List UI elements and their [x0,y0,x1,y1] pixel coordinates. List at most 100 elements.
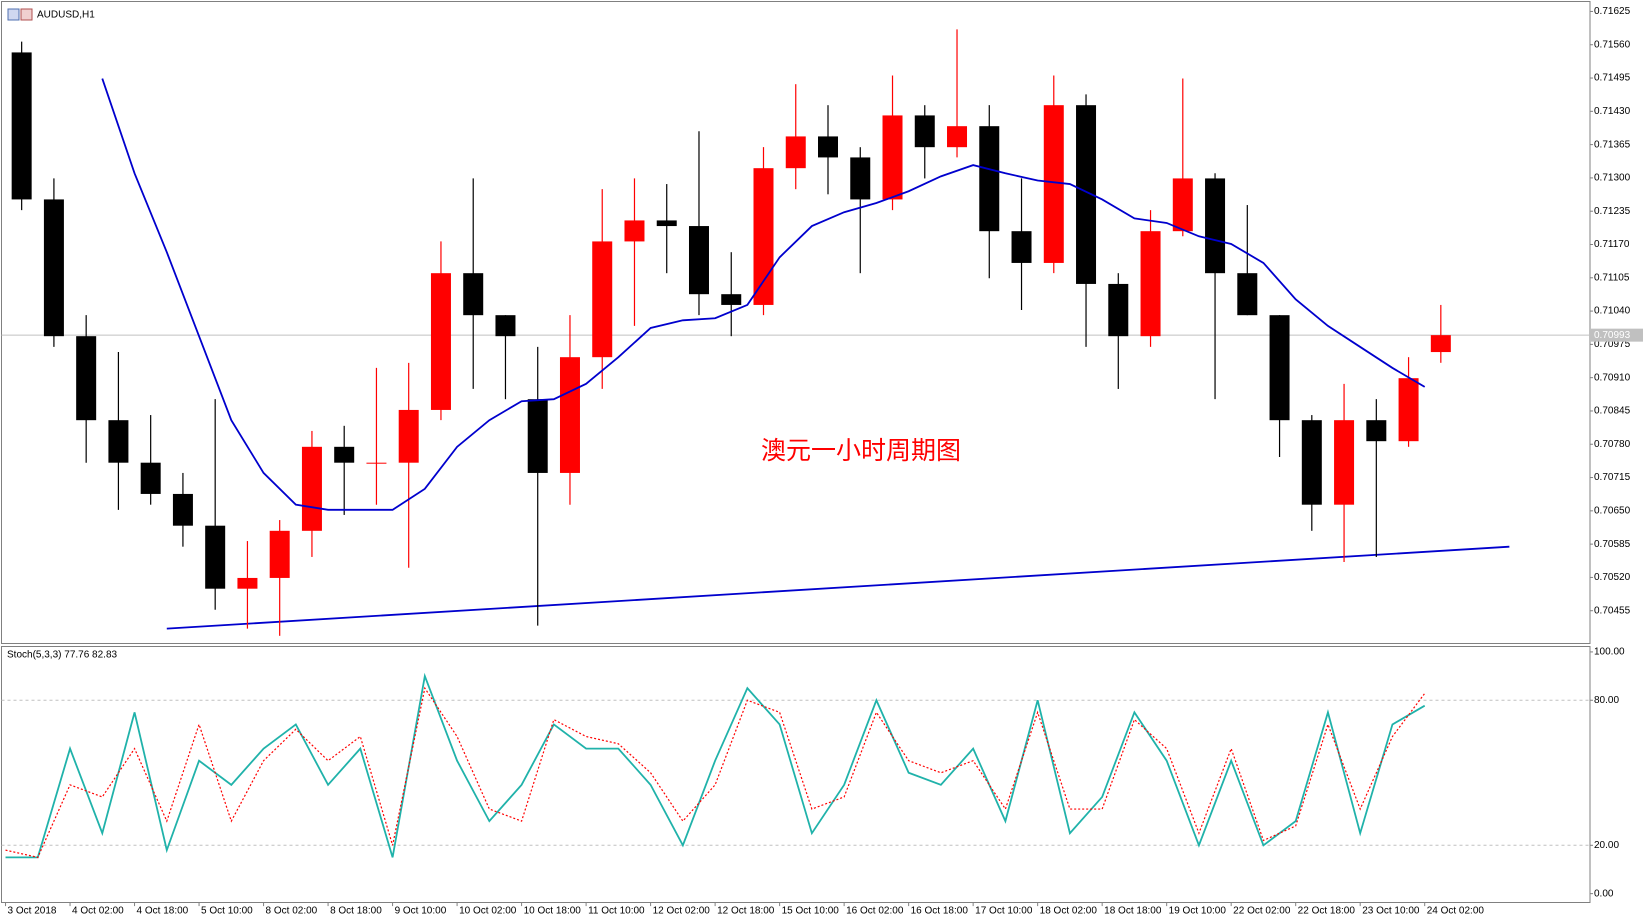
x-tick-label: 10 Oct 02:00 [459,906,517,917]
candle-body [1301,420,1322,505]
x-tick-label: 23 Oct 10:00 [1362,906,1420,917]
candle-body [1366,420,1387,442]
candle-body [947,126,968,148]
candle-body [43,199,64,337]
candle-body [495,315,516,337]
candle-body [656,220,677,227]
candle-body [850,157,871,200]
annotation: 澳元一小时周期图 [761,436,961,465]
y-tick-label: 0.70585 [1594,539,1631,550]
candle-body [914,115,935,148]
x-tick-label: 9 Oct 10:00 [395,906,447,917]
x-tick-label: 16 Oct 02:00 [846,906,904,917]
y-tick-label: 0.70455 [1594,605,1631,616]
candle-body [559,357,580,473]
y-tick-label: 0.70910 [1594,372,1631,383]
y-tick-label: 0.71560 [1594,39,1631,50]
candle-body [269,530,290,578]
indicator-title: Stoch(5,3,3) 77.76 82.83 [7,650,118,661]
candle-body [721,294,742,305]
candle-body [979,126,1000,232]
y-tick-label: 0.70520 [1594,572,1631,583]
candle-body [1269,315,1290,421]
x-tick-label: 12 Oct 18:00 [717,906,775,917]
x-tick-label: 24 Oct 02:00 [1427,906,1485,917]
candle-body [1011,231,1032,263]
y-tick-label: 0.71430 [1594,106,1631,117]
x-tick-label: 5 Oct 10:00 [201,906,253,917]
x-tick-label: 22 Oct 02:00 [1233,906,1291,917]
y-tick-label: 80.00 [1594,695,1619,706]
candle-body [430,273,451,410]
candle-body [882,115,903,200]
candle-body [398,409,419,463]
candle-body [1205,178,1226,274]
candle-body [818,136,839,158]
y-tick-label: 0.70650 [1594,505,1631,516]
y-tick-label: 20.00 [1594,840,1619,851]
y-tick-label: 0.71040 [1594,306,1631,317]
x-tick-label: 4 Oct 18:00 [137,906,189,917]
candle-body [1043,105,1064,263]
y-tick-label: 0.70975 [1594,339,1631,350]
candle-body [301,446,322,531]
y-tick-label: 0.71365 [1594,139,1631,150]
candle-body [624,220,645,242]
x-tick-label: 22 Oct 18:00 [1298,906,1356,917]
candle-body [334,446,355,463]
y-tick-label: 0.71105 [1594,272,1630,283]
candle-body [11,52,32,200]
main-panel-frame [1,1,1591,644]
y-tick-label: 0.71235 [1594,206,1631,217]
indicator-line [166,545,1510,630]
indicator-line [101,78,1426,511]
chart-title: AUDUSD,H1 [37,10,95,21]
indicator-line [5,672,1426,859]
x-tick-label: 8 Oct 18:00 [330,906,382,917]
y-tick-label: 0.71495 [1594,73,1631,84]
candle-body [237,577,258,589]
candle-body [527,399,548,473]
y-tick-label: 0.70715 [1594,472,1631,483]
symbol-icon [7,8,33,21]
x-tick-label: 11 Oct 10:00 [588,906,645,917]
x-tick-label: 18 Oct 02:00 [1040,906,1098,917]
candle-body [1140,231,1161,337]
candle-body [753,168,774,305]
candle-body [592,241,613,358]
candle-body [1334,420,1355,505]
y-tick-label: 0.70780 [1594,439,1631,450]
stoch-panel-frame [1,646,1591,903]
candle-body [366,462,387,464]
candle-body [1398,378,1419,442]
x-tick-label: 8 Oct 02:00 [266,906,318,917]
candle-body [688,226,709,295]
candle-body [108,420,129,463]
y-tick-label: 0.71170 [1594,239,1630,250]
x-tick-label: 10 Oct 18:00 [524,906,582,917]
candle-body [1237,273,1258,316]
candle-body [1076,105,1097,284]
x-tick-label: 17 Oct 10:00 [975,906,1033,917]
candle-body [1430,335,1451,353]
candle-body [1172,178,1193,232]
current-price-box [1591,328,1643,342]
x-tick-label: 19 Oct 10:00 [1169,906,1227,917]
icon-box [7,8,20,21]
y-tick-label: 0.71300 [1594,173,1631,184]
candle-body [1108,283,1129,337]
candle-body [172,493,193,526]
x-tick-label: 3 Oct 2018 [8,906,57,917]
candle-body [785,136,806,169]
x-tick-label: 18 Oct 18:00 [1104,906,1162,917]
candle-body [463,273,484,316]
candle-body [140,462,161,494]
x-tick-label: 16 Oct 18:00 [911,906,969,917]
y-tick-label: 0.70845 [1594,406,1631,417]
candle-body [205,525,226,589]
x-tick-label: 12 Oct 02:00 [653,906,711,917]
x-tick-label: 15 Oct 10:00 [782,906,840,917]
y-tick-label: 100.00 [1594,647,1625,658]
